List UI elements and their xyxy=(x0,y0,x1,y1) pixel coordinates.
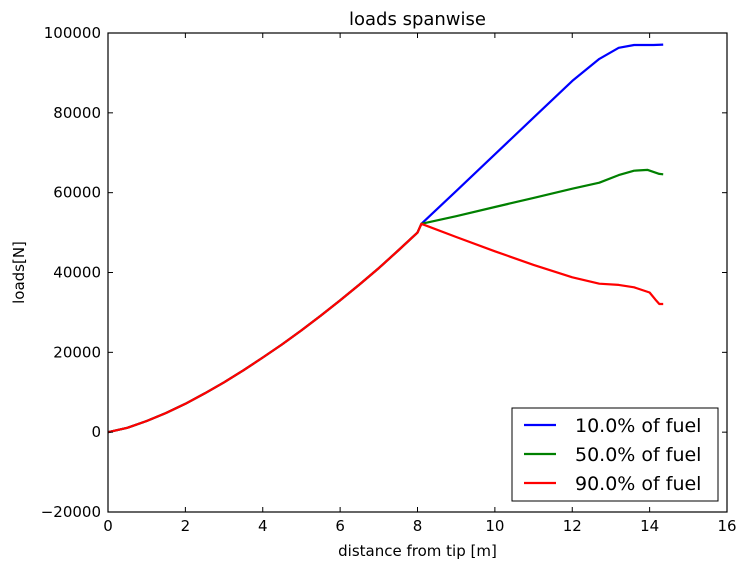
x-tick-label: 2 xyxy=(181,517,191,535)
y-axis-label: loads[N] xyxy=(10,241,28,304)
y-tick-label: 40000 xyxy=(53,264,101,282)
x-tick-label: 16 xyxy=(717,517,736,535)
y-tick-label: 60000 xyxy=(53,184,101,202)
x-tick-label: 4 xyxy=(258,517,268,535)
x-tick-label: 8 xyxy=(413,517,423,535)
x-tick-label: 14 xyxy=(640,517,659,535)
legend-label: 50.0% of fuel xyxy=(575,444,701,466)
y-tick-label: 0 xyxy=(91,423,101,441)
x-axis-label: distance from tip [m] xyxy=(338,542,497,560)
y-tick-label: −20000 xyxy=(41,503,101,521)
y-tick-label: 80000 xyxy=(53,104,101,122)
y-tick-label: 20000 xyxy=(53,343,101,361)
x-tick-label: 0 xyxy=(103,517,113,535)
legend-label: 10.0% of fuel xyxy=(575,415,701,437)
series-line-3 xyxy=(107,222,664,434)
x-tick-label: 6 xyxy=(335,517,345,535)
x-tick-label: 12 xyxy=(563,517,582,535)
legend: 10.0% of fuel 50.0% of fuel 90.0% of fuel xyxy=(511,407,719,502)
series-layer xyxy=(107,43,664,434)
legend-label: 90.0% of fuel xyxy=(575,473,701,495)
y-tick-label: 100000 xyxy=(44,24,101,42)
chart-title: loads spanwise xyxy=(349,9,486,30)
ticks-layer: 0 2 4 6 8 10 12 14 16−20000020000400006000080000… xyxy=(41,24,737,535)
x-tick-label: 10 xyxy=(485,517,504,535)
